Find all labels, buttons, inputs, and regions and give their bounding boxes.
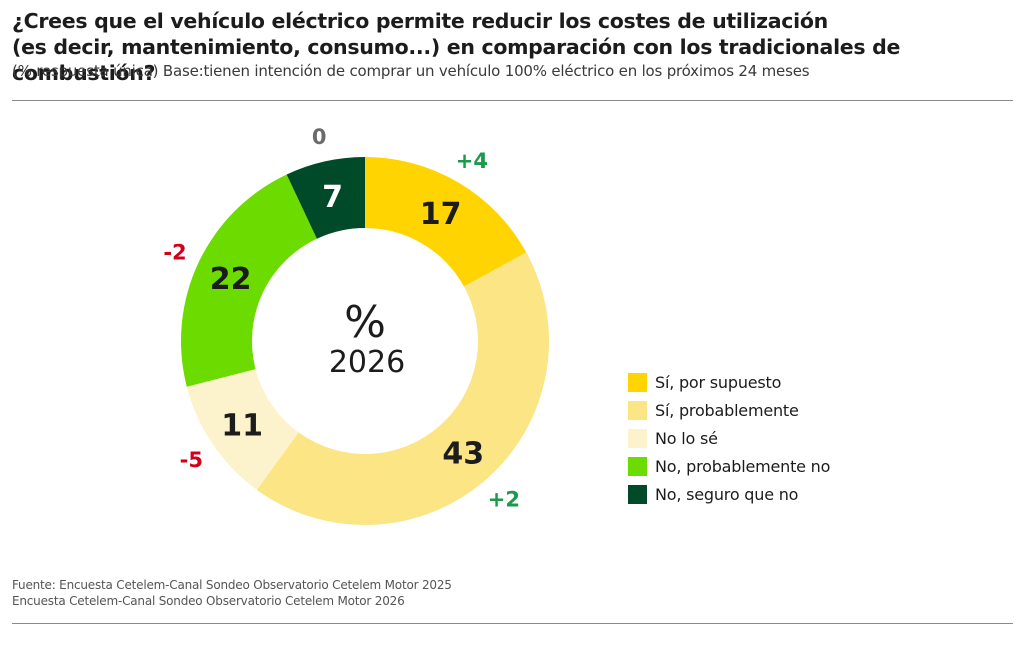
segment-value-label: 17	[420, 197, 462, 232]
donut-chart: 17 43 11 22 7 +4 +2 -5 -2 0 % 2026	[163, 125, 549, 525]
donut-segment-no-probablemente-no	[181, 174, 317, 387]
donut-segment-no-seguro-que-no	[286, 157, 365, 239]
legend: Sí, por supuesto Sí, probablemente No lo…	[628, 368, 830, 508]
segment-value-label: 7	[322, 180, 343, 215]
segment-delta-label: 0	[312, 125, 327, 149]
legend-swatch	[628, 484, 647, 504]
legend-label: Sí, por supuesto	[655, 372, 782, 392]
legend-label: Sí, probablemente	[655, 400, 799, 420]
donut-segment-s-por-supuesto	[365, 157, 527, 287]
source-line-1: Fuente: Encuesta Cetelem-Canal Sondeo Ob…	[12, 578, 452, 592]
segment-value-labels: 17 43 11 22 7	[210, 180, 484, 471]
source-line-2: Encuesta Cetelem-Canal Sondeo Observator…	[12, 594, 405, 608]
center-percent-label: %	[344, 297, 386, 348]
legend-item: Sí, por supuesto	[628, 368, 830, 396]
legend-item: No, seguro que no	[628, 480, 830, 508]
legend-label: No, seguro que no	[655, 484, 799, 504]
segment-value-label: 43	[442, 436, 484, 471]
donut-segment-no-lo-s	[186, 369, 299, 490]
segment-delta-labels: +4 +2 -5 -2 0	[163, 125, 520, 511]
donut-segments	[181, 157, 549, 525]
segment-value-label: 22	[210, 262, 252, 297]
legend-item: No, probablemente no	[628, 452, 830, 480]
legend-item: Sí, probablemente	[628, 396, 830, 424]
chart-title-line-1: ¿Crees que el vehículo eléctrico permite…	[12, 9, 828, 33]
top-divider	[12, 100, 1013, 101]
chart-subtitle: (% respuesta única) Base:tienen intenció…	[12, 62, 810, 80]
segment-delta-label: +4	[456, 149, 488, 173]
chart-title-line-2: (es decir, mantenimiento, consumo...) en…	[12, 35, 901, 85]
bottom-divider	[12, 623, 1013, 624]
chart-title: ¿Crees que el vehículo eléctrico permite…	[12, 8, 1024, 86]
legend-label: No, probablemente no	[655, 456, 831, 476]
legend-swatch	[628, 456, 647, 476]
legend-swatch	[628, 400, 647, 420]
legend-label: No lo sé	[655, 428, 718, 448]
center-year-label: 2026	[329, 345, 405, 380]
segment-value-label: 11	[221, 408, 263, 443]
legend-item: No lo sé	[628, 424, 830, 452]
segment-delta-label: -2	[163, 241, 186, 265]
segment-delta-label: -5	[180, 448, 203, 472]
segment-delta-label: +2	[488, 488, 520, 512]
legend-swatch	[628, 428, 647, 448]
legend-swatch	[628, 372, 647, 392]
source-note: Fuente: Encuesta Cetelem-Canal Sondeo Ob…	[12, 577, 452, 609]
donut-segment-s-probablemente	[256, 252, 549, 525]
